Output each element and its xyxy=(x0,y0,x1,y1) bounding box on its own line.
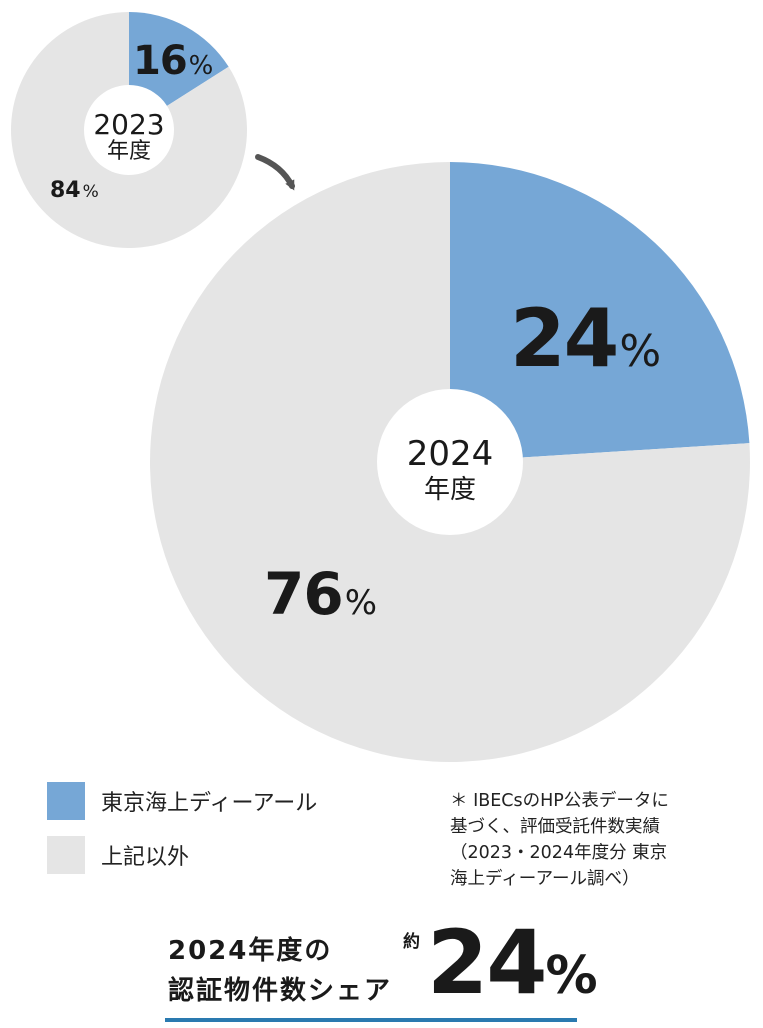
pie-slice-label: 16% xyxy=(133,38,213,84)
pie-slice-label: 84% xyxy=(50,178,99,203)
pie-center xyxy=(377,389,523,535)
legend-label: 東京海上ディーアール xyxy=(101,791,318,816)
legend-swatch-tokio xyxy=(47,782,85,820)
pie-center-label: 年度 xyxy=(424,475,476,505)
summary-unit: % xyxy=(545,946,598,1006)
summary-prefix: 約 xyxy=(403,932,420,952)
legend-item: 東京海上ディーアール xyxy=(47,780,317,822)
pie-slice xyxy=(450,162,750,462)
pie-center xyxy=(84,85,174,175)
pie-slice xyxy=(150,162,751,762)
summary-number: 24 xyxy=(427,911,547,1014)
curved-arrow-icon xyxy=(255,154,295,191)
pie-slice-label: 24% xyxy=(510,292,661,385)
pie-center-label: 年度 xyxy=(107,139,151,164)
summary-line-1: 2024年度の xyxy=(168,936,333,966)
pie-center-label: 2024 xyxy=(407,434,494,474)
summary-line-2: 認証物件数シェア xyxy=(168,976,393,1006)
legend-item: 上記以外 xyxy=(47,834,317,876)
summary-value: 24% xyxy=(427,919,598,1007)
legend: 東京海上ディーアール 上記以外 xyxy=(47,780,317,888)
legend-swatch-other xyxy=(47,836,85,874)
pie-center-label: 2023 xyxy=(93,108,164,141)
legend-label: 上記以外 xyxy=(101,845,190,870)
pie-slice-label: 76% xyxy=(264,560,377,628)
pie-chart-2024: 2024年度 24% 76% xyxy=(150,162,751,762)
source-note: ＊ IBECsのHP公表データに 基づく、評価受託件数実績 （2023・2024… xyxy=(450,791,669,889)
share-summary: 2024年度の 認証物件数シェア 約 24% xyxy=(165,919,598,1022)
summary-text: 2024年度の 認証物件数シェア xyxy=(168,931,392,1011)
